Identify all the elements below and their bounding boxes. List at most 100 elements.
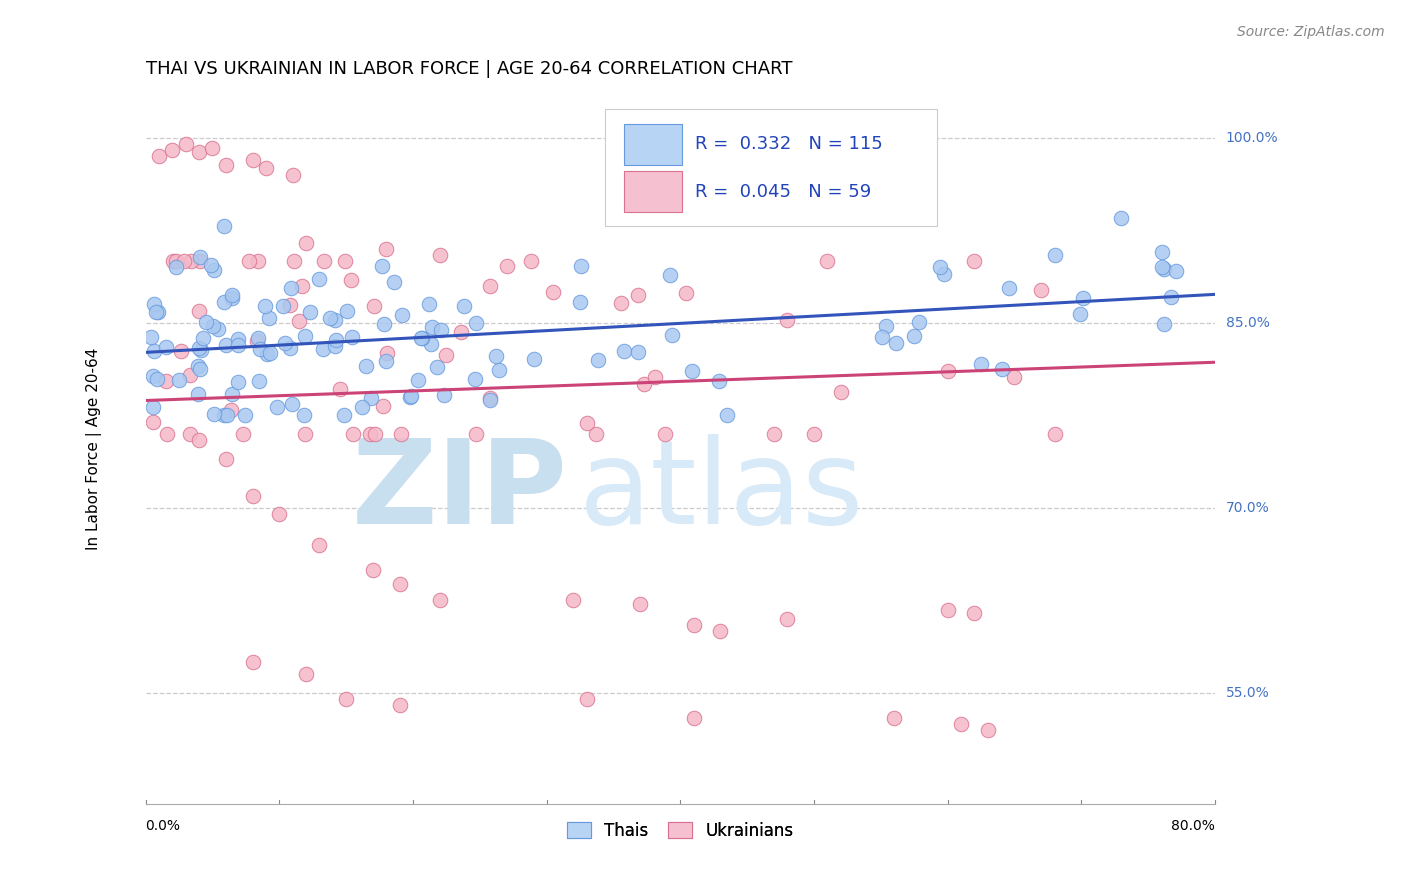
Point bbox=[202, 408, 225, 422]
Point bbox=[215, 338, 238, 352]
Point bbox=[682, 618, 704, 632]
Point bbox=[329, 382, 352, 396]
Point bbox=[359, 426, 381, 441]
Point bbox=[478, 391, 501, 405]
Point bbox=[363, 299, 385, 313]
Point bbox=[360, 391, 382, 405]
Point bbox=[411, 331, 433, 345]
Point bbox=[280, 397, 302, 411]
Point bbox=[215, 451, 238, 466]
Point bbox=[283, 254, 305, 268]
Point bbox=[169, 373, 191, 387]
Text: ZIP: ZIP bbox=[352, 434, 568, 549]
Text: 85.0%: 85.0% bbox=[1226, 316, 1270, 330]
Point bbox=[256, 347, 278, 361]
Point bbox=[212, 219, 235, 234]
Point bbox=[294, 328, 316, 343]
Point bbox=[228, 337, 250, 351]
Point bbox=[188, 433, 211, 447]
Point bbox=[707, 375, 730, 389]
Point bbox=[356, 359, 378, 373]
Point bbox=[709, 624, 731, 639]
Point bbox=[391, 308, 413, 322]
Point bbox=[627, 288, 650, 302]
Legend: Thais, Ukrainians: Thais, Ukrainians bbox=[561, 815, 800, 847]
Point bbox=[259, 346, 281, 360]
Point bbox=[188, 254, 211, 268]
Point bbox=[249, 342, 271, 356]
Point bbox=[883, 711, 905, 725]
Point bbox=[371, 400, 394, 414]
Point bbox=[188, 362, 211, 376]
Point bbox=[1152, 245, 1174, 260]
Point bbox=[179, 426, 201, 441]
Point bbox=[202, 318, 225, 333]
Point bbox=[1166, 263, 1188, 277]
Point bbox=[142, 415, 165, 429]
Point bbox=[162, 143, 184, 157]
Point bbox=[373, 318, 395, 332]
Point bbox=[776, 313, 799, 327]
Point bbox=[325, 333, 347, 347]
Point bbox=[991, 362, 1014, 376]
Point bbox=[190, 343, 212, 358]
Point bbox=[585, 426, 607, 441]
Point bbox=[375, 346, 398, 360]
Point bbox=[180, 254, 202, 268]
Point bbox=[141, 330, 163, 344]
Point bbox=[335, 692, 357, 706]
Point bbox=[217, 409, 239, 423]
Point bbox=[1043, 248, 1066, 262]
Point bbox=[273, 336, 295, 351]
Point bbox=[884, 335, 907, 350]
Point bbox=[311, 342, 333, 356]
Point bbox=[375, 242, 398, 256]
Point bbox=[188, 304, 211, 318]
Point bbox=[191, 331, 214, 345]
Point bbox=[238, 254, 260, 268]
Point bbox=[308, 272, 330, 286]
Point bbox=[187, 359, 209, 373]
Point bbox=[568, 295, 591, 310]
Point bbox=[228, 375, 250, 389]
FancyBboxPatch shape bbox=[624, 123, 682, 165]
Point bbox=[541, 285, 564, 299]
Point bbox=[156, 426, 179, 441]
Point bbox=[520, 254, 543, 268]
Point bbox=[361, 563, 384, 577]
Point bbox=[145, 305, 167, 319]
Point bbox=[194, 316, 217, 330]
Point bbox=[292, 409, 315, 423]
Point bbox=[830, 384, 852, 399]
Point bbox=[187, 387, 209, 401]
Point bbox=[464, 372, 486, 386]
Point bbox=[142, 368, 165, 383]
Point bbox=[271, 299, 294, 313]
Text: R =  0.045   N = 59: R = 0.045 N = 59 bbox=[696, 183, 872, 201]
Point bbox=[201, 140, 224, 154]
Point bbox=[681, 363, 703, 377]
Point bbox=[430, 323, 453, 337]
Point bbox=[374, 353, 396, 368]
Point bbox=[179, 368, 201, 382]
Point bbox=[212, 295, 235, 310]
Point bbox=[1153, 318, 1175, 332]
Text: THAI VS UKRAINIAN IN LABOR FORCE | AGE 20-64 CORRELATION CHART: THAI VS UKRAINIAN IN LABOR FORCE | AGE 2… bbox=[146, 60, 792, 78]
Point bbox=[340, 330, 363, 344]
Point bbox=[312, 254, 335, 268]
Point bbox=[221, 387, 243, 401]
Point bbox=[200, 258, 222, 272]
Point bbox=[288, 314, 311, 328]
Point bbox=[280, 281, 302, 295]
Point bbox=[269, 507, 291, 521]
Point bbox=[682, 711, 704, 725]
Point bbox=[575, 416, 598, 430]
Point bbox=[1031, 283, 1053, 297]
Point bbox=[155, 340, 177, 354]
Point bbox=[963, 606, 986, 620]
Point bbox=[202, 263, 225, 277]
Point bbox=[998, 281, 1021, 295]
Point bbox=[162, 254, 184, 268]
Point bbox=[295, 235, 318, 250]
Point bbox=[388, 698, 411, 713]
